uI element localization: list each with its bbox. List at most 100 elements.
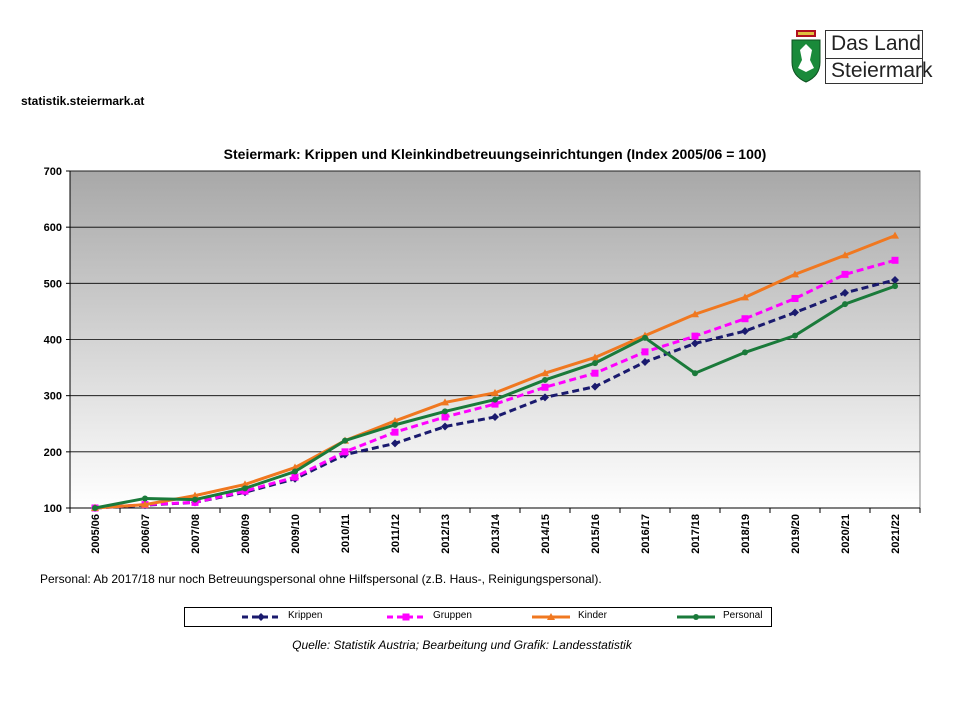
data-point-kinder	[541, 369, 549, 377]
y-tick-label: 600	[44, 222, 62, 234]
data-point-gruppen	[791, 294, 799, 302]
y-tick-label: 500	[44, 278, 62, 290]
data-point-personal	[892, 283, 898, 290]
data-point-personal	[192, 496, 198, 503]
y-tick-label: 200	[44, 447, 62, 459]
series-line-gruppen	[94, 258, 896, 510]
x-tick-label: 2005/06	[90, 514, 102, 554]
data-point-krippen	[841, 288, 849, 297]
x-tick-label: 2020/21	[840, 514, 852, 554]
x-tick-label: 2019/20	[790, 514, 802, 554]
data-point-kinder	[891, 231, 899, 239]
x-tick-label: 2014/15	[540, 514, 552, 554]
data-point-krippen	[391, 439, 399, 448]
x-tick-label: 2008/09	[240, 514, 252, 554]
legend-label: Gruppen	[433, 610, 472, 621]
data-point-gruppen	[841, 270, 849, 278]
x-tick-label: 2016/17	[640, 514, 652, 554]
data-point-gruppen	[891, 256, 899, 264]
source-note: Quelle: Statistik Austria; Bearbeitung u…	[292, 638, 632, 652]
x-tick-label: 2013/14	[490, 513, 502, 554]
data-point-kinder	[191, 491, 199, 499]
legend-swatch-marker	[402, 613, 410, 621]
data-point-personal	[242, 485, 248, 492]
data-point-kinder	[141, 500, 149, 508]
data-point-gruppen	[391, 428, 399, 436]
data-point-gruppen	[341, 448, 349, 456]
x-tick-label: 2010/11	[340, 514, 352, 553]
coat-of-arms-icon	[791, 30, 821, 83]
data-point-krippen	[591, 382, 599, 391]
legend-label: Krippen	[288, 610, 323, 621]
data-point-krippen	[891, 275, 899, 284]
legend-swatch-marker	[257, 613, 265, 621]
data-point-personal	[542, 376, 548, 383]
legend-swatch	[242, 613, 280, 621]
logo-line1: Das Land	[831, 32, 921, 55]
data-point-personal	[842, 301, 848, 308]
data-point-gruppen	[741, 315, 749, 323]
data-point-gruppen	[641, 348, 649, 356]
data-point-personal	[92, 505, 98, 511]
x-tick-label: 2011/12	[390, 514, 402, 553]
data-point-personal	[292, 468, 298, 475]
legend-swatch-marker	[693, 614, 699, 620]
x-tick-label: 2021/22	[890, 514, 902, 554]
data-point-krippen	[491, 413, 499, 422]
data-point-gruppen	[591, 369, 599, 377]
x-tick-label: 2007/08	[190, 514, 202, 554]
footnote: Personal: Ab 2017/18 nur noch Betreuungs…	[40, 572, 602, 586]
x-tick-label: 2015/16	[590, 514, 602, 554]
data-point-krippen	[791, 308, 799, 317]
data-point-krippen	[741, 327, 749, 336]
data-point-kinder	[791, 270, 799, 278]
logo-line2: Steiermark	[831, 59, 933, 82]
legend-label: Kinder	[578, 610, 607, 621]
data-point-kinder	[391, 416, 399, 424]
data-point-kinder	[441, 398, 449, 406]
x-tick-label: 2009/10	[290, 514, 302, 554]
y-tick-label: 400	[44, 335, 62, 347]
x-tick-label: 2006/07	[140, 514, 152, 554]
data-point-personal	[692, 370, 698, 377]
x-tick-label: 2017/18	[690, 514, 702, 554]
logo-text-box: Das Land Steiermark	[825, 30, 933, 84]
data-point-personal	[392, 421, 398, 428]
legend-swatch	[677, 614, 715, 620]
legend-swatch	[387, 613, 425, 621]
data-point-personal	[792, 332, 798, 339]
legend-label: Personal	[723, 610, 763, 621]
data-point-gruppen	[541, 383, 549, 391]
x-tick-label: 2018/19	[740, 514, 752, 554]
data-point-krippen	[541, 393, 549, 402]
data-point-kinder	[591, 353, 599, 361]
line-chart: 100 200 300 400 500 600 700 2005/06 2006/07 2007/…	[44, 166, 921, 554]
x-tick-label: 2012/13	[440, 514, 452, 554]
data-point-krippen	[441, 422, 449, 431]
y-tick-label: 100	[44, 503, 62, 515]
legend-swatch	[532, 613, 570, 620]
data-point-gruppen	[291, 473, 299, 481]
site-url: statistik.steiermark.at	[21, 94, 145, 108]
data-point-krippen	[691, 339, 699, 348]
y-tick-label: 700	[44, 166, 62, 178]
data-point-kinder	[241, 480, 249, 488]
legend-swatch-marker	[547, 613, 555, 620]
data-point-krippen	[641, 357, 649, 366]
data-point-kinder	[841, 251, 849, 259]
logo-line2-box: Steiermark	[826, 58, 933, 82]
data-point-personal	[742, 349, 748, 356]
data-point-kinder	[741, 293, 749, 301]
data-point-kinder	[691, 310, 699, 318]
legend: Krippen Gruppen Kinder Personal	[184, 607, 772, 627]
data-point-personal	[142, 495, 148, 502]
chart-title: Steiermark: Krippen und Kleinkindbetreuu…	[223, 146, 767, 162]
y-tick-label: 300	[44, 391, 62, 403]
data-point-personal	[442, 408, 448, 415]
logo: Das Land Steiermark	[790, 28, 933, 84]
data-point-personal	[342, 437, 348, 444]
data-point-gruppen	[491, 400, 499, 408]
data-point-personal	[592, 360, 598, 367]
data-point-personal	[492, 396, 498, 403]
data-point-kinder	[491, 388, 499, 396]
